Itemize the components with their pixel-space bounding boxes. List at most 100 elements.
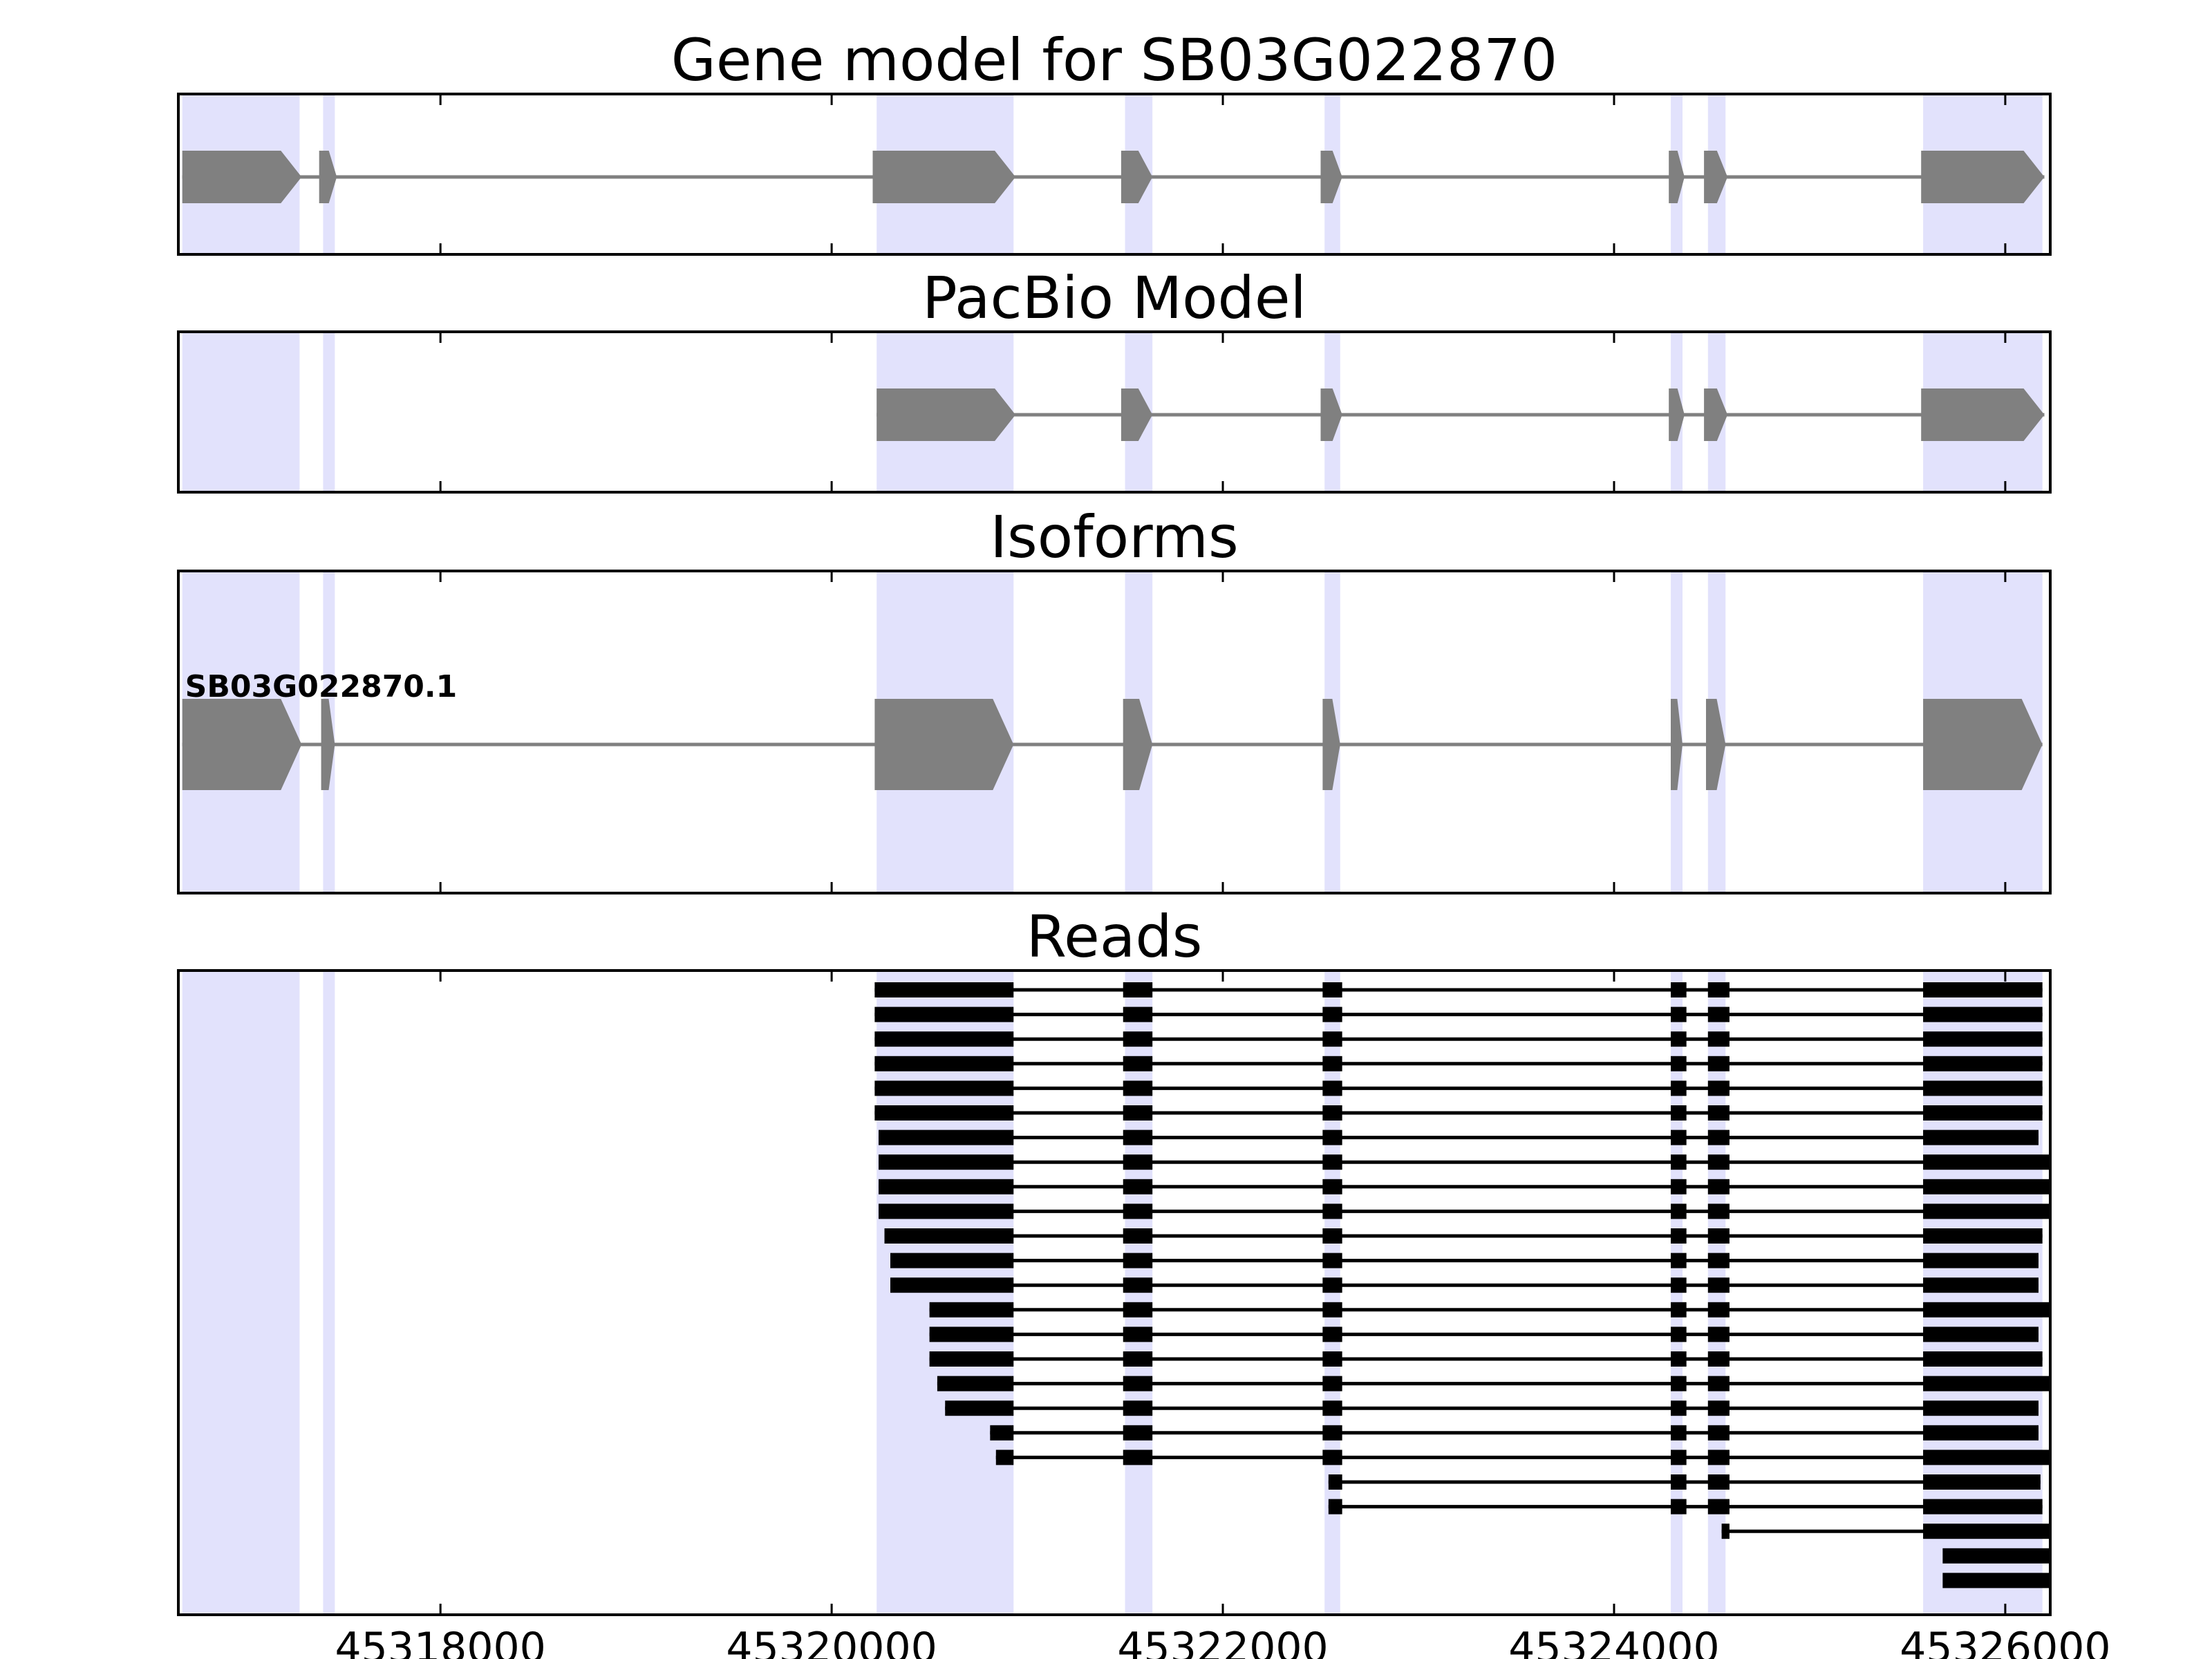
read-block [874, 1080, 1014, 1096]
read-block [1328, 1474, 1342, 1490]
read-block [1322, 1376, 1342, 1391]
panel-plot-area [182, 971, 2050, 1615]
read-7 [879, 1154, 2050, 1170]
read-block [879, 1130, 1014, 1145]
read-block [1322, 1351, 1342, 1367]
read-block [1671, 1203, 1687, 1219]
read-13 [929, 1302, 2050, 1318]
panel-title: PacBio Model [922, 264, 1306, 332]
read-block [1923, 1253, 2039, 1268]
exon-2 [1320, 388, 1342, 441]
read-block [1123, 1376, 1153, 1391]
read-block [874, 1031, 1014, 1047]
read-block [1123, 1351, 1153, 1367]
highlight-region [323, 971, 335, 1615]
read-block [1123, 1302, 1153, 1318]
read-block [929, 1351, 1014, 1367]
read-block [1923, 1031, 2043, 1047]
read-block [1671, 1056, 1687, 1071]
read-18 [990, 1425, 2039, 1441]
read-6 [879, 1130, 2039, 1145]
read-block [929, 1302, 1014, 1318]
read-block [1942, 1573, 2050, 1588]
x-tick-label: 45318000 [335, 1624, 545, 1659]
read-block [1707, 1154, 1730, 1170]
read-block [1671, 1179, 1687, 1194]
read-block [1322, 1450, 1342, 1465]
exon-6 [1706, 699, 1726, 790]
panel-title: Gene model for SB03G022870 [671, 26, 1557, 94]
read-block [879, 1203, 1014, 1219]
read-block [1721, 1524, 1730, 1539]
read-block [1671, 982, 1687, 997]
exon-1 [1121, 388, 1153, 441]
panel-plot-area [182, 332, 2045, 492]
read-block [884, 1228, 1014, 1244]
read-block [1671, 1031, 1687, 1047]
exon-4 [1322, 699, 1340, 790]
exon-6 [1704, 151, 1728, 203]
read-block [1707, 1351, 1730, 1367]
read-4 [874, 1080, 2043, 1096]
exon-0 [182, 151, 302, 203]
exon-3 [1123, 699, 1153, 790]
read-block [1707, 1474, 1730, 1490]
read-block [1322, 1425, 1342, 1441]
read-block [1923, 1474, 2041, 1490]
panel-3: Reads [177, 903, 2052, 1616]
read-block [1923, 1105, 2043, 1121]
read-block [1923, 1080, 2043, 1096]
read-block [1707, 1105, 1730, 1121]
read-block [874, 1006, 1014, 1022]
read-block [1707, 1499, 1730, 1515]
read-block [1923, 1203, 2050, 1219]
read-block [879, 1154, 1014, 1170]
read-block [1123, 1006, 1153, 1022]
read-16 [937, 1376, 2050, 1391]
read-block [1671, 1154, 1687, 1170]
x-tick-label: 45326000 [1900, 1624, 2110, 1659]
read-8 [879, 1179, 2050, 1194]
read-block [995, 1450, 1014, 1465]
read-block [1923, 1056, 2043, 1071]
panel-plot-area [182, 571, 2043, 893]
read-block [1322, 1228, 1342, 1244]
read-block [1322, 982, 1342, 997]
exon-3 [1121, 151, 1153, 203]
read-block [1322, 1400, 1342, 1416]
read-block [1942, 1548, 2050, 1564]
panel-frame [177, 330, 2052, 494]
read-block [1923, 1450, 2050, 1465]
read-block [1123, 1327, 1153, 1342]
read-block [1707, 1450, 1730, 1465]
read-block [874, 1056, 1014, 1071]
read-block [1923, 1376, 2050, 1391]
read-block [1123, 1450, 1153, 1465]
exon-5 [1921, 388, 2045, 441]
read-block [1322, 1056, 1342, 1071]
read-block [1123, 1425, 1153, 1441]
read-block [1707, 1376, 1730, 1391]
exon-5 [1671, 699, 1683, 790]
highlight-region [323, 332, 335, 492]
exon-4 [1320, 151, 1342, 203]
exon-1 [321, 699, 335, 790]
read-block [1671, 1474, 1687, 1490]
read-12 [890, 1277, 2039, 1293]
read-19 [995, 1450, 2050, 1465]
read-block [1923, 1130, 2039, 1145]
panel-0: Gene model for SB03G022870 [177, 26, 2052, 256]
read-block [1707, 1400, 1730, 1416]
read-11 [890, 1253, 2039, 1268]
exon-1 [319, 151, 337, 203]
read-block [874, 982, 1014, 997]
read-block [1923, 1228, 2043, 1244]
read-block [1671, 1450, 1687, 1465]
read-24 [1942, 1573, 2050, 1588]
read-block [1923, 1351, 2043, 1367]
read-block [1322, 1154, 1342, 1170]
read-block [1923, 1499, 2043, 1515]
read-block [1123, 1130, 1153, 1145]
highlight-region [182, 971, 300, 1615]
read-block [1671, 1080, 1687, 1096]
